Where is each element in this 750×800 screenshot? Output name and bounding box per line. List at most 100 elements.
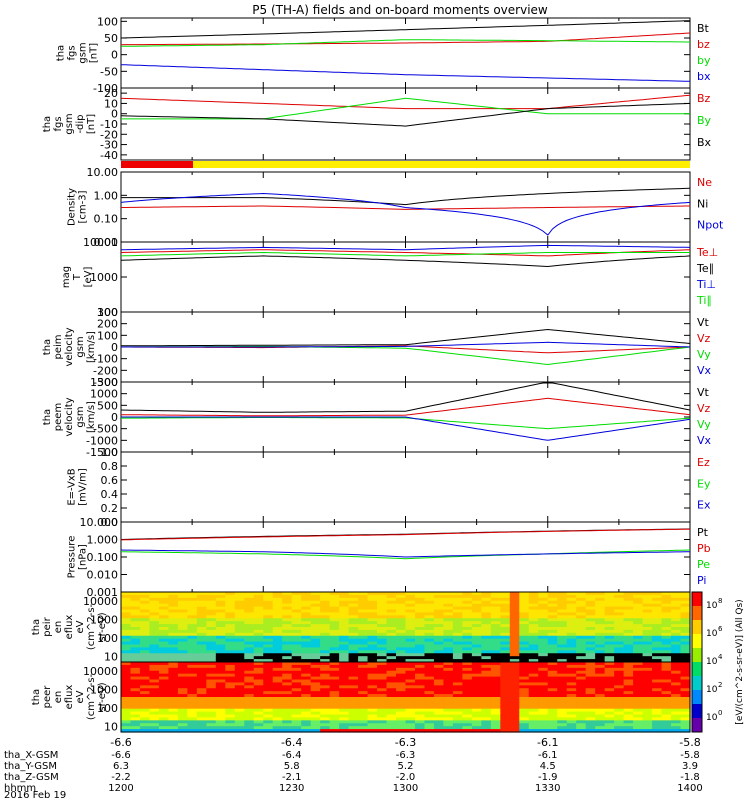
spectrogram-cell (538, 729, 549, 733)
spectrogram-cell (272, 627, 283, 631)
spectrogram-cell (433, 659, 445, 663)
spectrogram-cell (168, 673, 179, 678)
spectrogram-cell (291, 638, 302, 643)
spectrogram-cell (139, 612, 151, 616)
y-axis-label: mag T [eV] (61, 266, 94, 288)
spectrogram-cell (272, 615, 283, 619)
spectrogram-cell (595, 708, 606, 713)
spectrogram-cell (121, 597, 132, 602)
spectrogram-cell (490, 629, 501, 634)
spectrogram-cell (604, 673, 615, 678)
spectrogram-cell (139, 694, 151, 698)
spectrogram-cell (291, 635, 302, 640)
spectrogram-cell (661, 714, 672, 719)
spectrogram-cell (367, 676, 378, 681)
spectrogram-cell (206, 612, 217, 616)
spectrogram-cell (471, 647, 482, 651)
spectrogram-cell (130, 720, 141, 724)
spectrogram-cell (614, 606, 625, 611)
spectrogram-cell (576, 594, 587, 599)
spectrogram-cell (519, 612, 530, 616)
spectrogram-cell (414, 609, 426, 614)
spectrogram-cell (149, 697, 160, 701)
spectrogram-cell (367, 688, 378, 692)
spectrogram-cell (500, 714, 511, 719)
spectrogram-cell (481, 699, 492, 704)
spectrogram-cell (196, 632, 207, 637)
spectrogram-cell (301, 664, 312, 669)
spectrogram-cell (500, 664, 511, 669)
spectrogram-cell (244, 670, 255, 675)
spectrogram-cell (443, 667, 454, 672)
spectrogram-cell (158, 705, 170, 710)
spectrogram-cell (282, 691, 293, 695)
spectrogram-cell (291, 600, 302, 605)
spectrogram-cell (187, 629, 198, 634)
spectrogram-cell (291, 621, 302, 625)
spectrogram-cell (121, 635, 132, 640)
spectrogram-cell (339, 629, 350, 634)
spectrogram-cell (443, 624, 454, 628)
spectrogram-cell (680, 618, 691, 622)
spectrogram-cell (272, 612, 283, 616)
spectrogram-cell (130, 676, 141, 681)
spectrogram-cell (263, 600, 274, 605)
spectrogram-cell (225, 723, 236, 727)
legend-entry: Vx (697, 364, 712, 377)
spectrogram-cell (566, 685, 577, 689)
spectrogram-cell (652, 699, 663, 704)
spectrogram-cell (576, 691, 587, 695)
spectrogram-cell (367, 664, 378, 669)
spectrogram-cell (481, 612, 492, 616)
spectrogram-cell (244, 676, 255, 681)
spectrogram-cell (443, 723, 454, 727)
legend-entry: Te⊥ (696, 246, 718, 259)
spectrogram-cell (614, 673, 625, 678)
spectrogram-cell (130, 697, 141, 701)
spectrogram-cell (339, 699, 350, 704)
spectrogram-cell (623, 694, 634, 698)
spectrogram-cell (519, 650, 530, 654)
spectrogram-cell (462, 606, 473, 611)
spectrogram-cell (566, 656, 577, 660)
spectrogram-cell (348, 656, 359, 660)
spectrogram-cell (158, 618, 170, 622)
spectrogram-cell (405, 656, 416, 660)
spectrogram-cell (471, 606, 482, 611)
spectrogram-cell (462, 699, 473, 704)
spectrogram-cell (509, 723, 520, 727)
spectrogram-cell (642, 621, 653, 625)
spectrogram-cell (206, 726, 217, 730)
spectrogram-cell (414, 624, 426, 628)
spectrogram-cell (339, 726, 350, 730)
spectrogram-cell (291, 618, 302, 622)
spectrogram-cell (253, 705, 264, 710)
spectrogram-cell (595, 685, 606, 689)
spectrogram-cell (424, 705, 435, 710)
spectrogram-cell (481, 667, 492, 672)
spectrogram-cell (187, 618, 198, 622)
series-line-Vt (121, 328, 691, 347)
spectrogram-cell (386, 702, 397, 707)
spectrogram-cell (301, 653, 312, 657)
spectrogram-cell (471, 650, 482, 654)
spectrogram-cell (471, 676, 482, 681)
spectrogram-cell (661, 723, 672, 727)
spectrogram-cell (196, 644, 207, 649)
spectrogram-cell (614, 656, 625, 660)
spectrogram-cell (367, 615, 378, 619)
spectrogram-cell (367, 627, 378, 631)
spectrogram-cell (396, 717, 407, 721)
spectrogram-cell (566, 688, 577, 692)
spectrogram-cell (320, 612, 331, 616)
spectrogram-cell (139, 670, 151, 675)
spectrogram-cell (490, 597, 501, 602)
spectrogram-cell (490, 711, 501, 716)
spectrogram-cell (168, 632, 179, 637)
spectrogram-cell (566, 624, 577, 628)
spectrogram-cell (396, 711, 407, 716)
spectrogram-cell (348, 612, 359, 616)
spectrogram-cell (528, 594, 539, 599)
spectrogram-cell (358, 662, 369, 666)
spectrogram-cell (386, 624, 397, 628)
